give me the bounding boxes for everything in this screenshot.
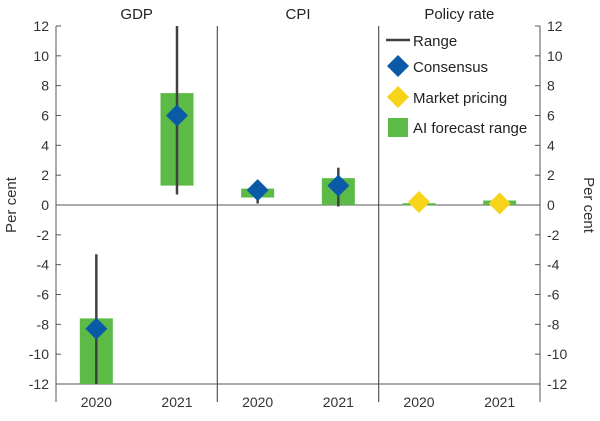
right-tick-label: -12 — [547, 376, 567, 392]
category-label: 2020 — [242, 394, 273, 410]
panel-title: GDP — [120, 6, 153, 23]
right-tick-label: 12 — [547, 18, 563, 34]
left-tick-label: 12 — [33, 18, 49, 34]
category-label: 2021 — [323, 394, 354, 410]
left-tick-label: -12 — [29, 376, 49, 392]
legend-market-swatch — [387, 86, 409, 108]
consensus-marker — [85, 317, 108, 340]
right-tick-label: -4 — [547, 257, 560, 273]
left-tick-label: -10 — [29, 346, 49, 362]
right-axis-title: Per cent — [580, 177, 597, 234]
left-tick-label: 0 — [41, 197, 49, 213]
left-tick-label: -6 — [37, 287, 50, 303]
left-tick-label: -4 — [37, 257, 50, 273]
left-tick-label: 2 — [41, 167, 49, 183]
panel-title: CPI — [285, 6, 310, 23]
market-pricing-marker — [488, 192, 511, 215]
legend-label: Market pricing — [413, 90, 507, 107]
market-pricing-marker — [408, 191, 430, 214]
panel-title: Policy rate — [424, 6, 494, 23]
left-tick-label: 4 — [41, 137, 49, 153]
right-tick-label: 4 — [547, 137, 555, 153]
right-tick-label: -8 — [547, 316, 560, 332]
left-tick-label: -2 — [37, 227, 50, 243]
right-tick-label: 10 — [547, 48, 563, 64]
left-tick-label: 10 — [33, 48, 49, 64]
category-label: 2020 — [81, 394, 112, 410]
left-tick-label: -8 — [37, 316, 50, 332]
right-tick-label: 0 — [547, 197, 555, 213]
legend-consensus-swatch — [387, 55, 409, 77]
right-tick-label: -6 — [547, 287, 560, 303]
category-label: 2021 — [161, 394, 192, 410]
legend-label: AI forecast range — [413, 120, 527, 137]
legend-label: Consensus — [413, 59, 488, 76]
category-label: 2021 — [484, 394, 515, 410]
legend-label: Range — [413, 33, 457, 50]
right-tick-label: 6 — [547, 108, 555, 124]
consensus-marker — [166, 104, 188, 127]
consensus-marker — [246, 179, 269, 202]
right-tick-label: -2 — [547, 227, 560, 243]
left-tick-label: 8 — [41, 78, 49, 94]
right-tick-label: 8 — [547, 78, 555, 94]
right-tick-label: -10 — [547, 346, 567, 362]
left-tick-label: 6 — [41, 108, 49, 124]
category-label: 2020 — [403, 394, 434, 410]
legend-ai-swatch — [388, 118, 408, 137]
consensus-marker — [327, 174, 350, 197]
right-tick-label: 2 — [547, 167, 555, 183]
left-axis-title: Per cent — [3, 176, 20, 233]
